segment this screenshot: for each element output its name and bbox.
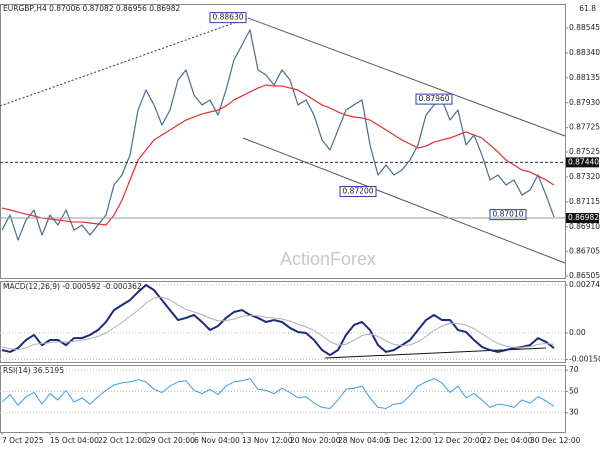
x-tick-label: 13 Nov 12:00 bbox=[242, 436, 293, 445]
macd-panel bbox=[0, 281, 566, 363]
y-tick-label: 70 bbox=[569, 365, 579, 374]
macd-header: MACD(12,26,9) -0.000592 -0.000362 bbox=[3, 282, 142, 291]
price-tag bbox=[566, 213, 599, 224]
y-tick-label: 0.00274 bbox=[569, 280, 600, 289]
y-tick-label: 0.86705 bbox=[569, 247, 600, 256]
y-tick-label: 30 bbox=[569, 408, 579, 417]
y-tick-label: 0.86910 bbox=[569, 222, 600, 231]
x-tick-label: 22 Dec 04:00 bbox=[482, 436, 533, 445]
price-annotation bbox=[209, 12, 247, 24]
price-annotation bbox=[489, 209, 527, 221]
y-tick-label: 50 bbox=[569, 386, 579, 395]
price-header: EURGBP,H4 0.87006 0.87082 0.86956 0.8698… bbox=[3, 4, 181, 13]
annotation-label: 0.87200 bbox=[342, 187, 373, 196]
annotation-label: 0.87960 bbox=[418, 94, 449, 103]
y-tick-label: 0.88545 bbox=[569, 23, 600, 32]
x-tick-label: 30 Dec 12:00 bbox=[530, 436, 581, 445]
y-tick-label: 0.88135 bbox=[569, 73, 600, 82]
rsi-panel bbox=[0, 365, 566, 433]
x-tick-label: 29 Oct 20:00 bbox=[146, 436, 195, 445]
price-annotation bbox=[339, 186, 377, 198]
x-tick-label: 6 Nov 04:00 bbox=[194, 436, 240, 445]
series-line bbox=[1, 296, 555, 351]
x-tick-label: 20 Nov 20:00 bbox=[290, 436, 341, 445]
series-line bbox=[1, 284, 555, 357]
x-tick-label: 22 Oct 12:00 bbox=[98, 436, 147, 445]
y-tick-label: 0.87725 bbox=[569, 123, 600, 132]
y-tick-label: 0.87525 bbox=[569, 147, 600, 156]
y-tick-label: 0.88340 bbox=[569, 48, 600, 57]
annotation-label: 0.88630 bbox=[212, 13, 243, 22]
x-tick-label: 28 Nov 04:00 bbox=[338, 436, 389, 445]
x-tick-label: 15 Oct 04:00 bbox=[50, 436, 99, 445]
y-tick-label: 0.87930 bbox=[569, 98, 600, 107]
y-tick-label: 0.00 bbox=[569, 328, 586, 337]
series-line bbox=[1, 378, 555, 409]
price-tag-label: 0.86982 bbox=[568, 213, 599, 222]
y-tick-label: 0.87320 bbox=[569, 172, 600, 181]
y-tick-label: 0.86505 bbox=[569, 271, 600, 280]
series-line bbox=[1, 84, 555, 226]
series-line bbox=[1, 29, 555, 241]
x-tick-label: 5 Dec 12:00 bbox=[386, 436, 432, 445]
y-tick-label: 0.87115 bbox=[569, 197, 600, 206]
channel-lower bbox=[242, 137, 566, 264]
price-panel bbox=[0, 4, 566, 279]
watermark: ActionForex bbox=[280, 249, 376, 269]
x-tick-label: 7 Oct 2025 bbox=[2, 436, 44, 445]
price-tag bbox=[566, 157, 599, 168]
price-tag-label: 0.87440 bbox=[568, 157, 599, 166]
channel-upper bbox=[247, 17, 566, 137]
y-tick-label: -0.001505 bbox=[569, 354, 600, 363]
price-annotation bbox=[415, 93, 453, 105]
corner-label: 61.8 bbox=[579, 4, 596, 13]
x-tick-label: 12 Dec 20:00 bbox=[434, 436, 485, 445]
annotation-label: 0.87010 bbox=[492, 210, 523, 219]
